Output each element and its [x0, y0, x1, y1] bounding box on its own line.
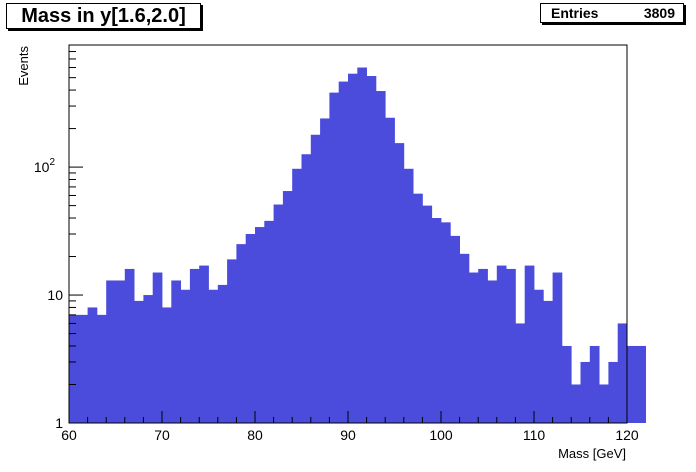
histogram-bar — [171, 280, 181, 423]
x-axis-title: Mass [GeV] — [558, 446, 626, 461]
histogram-bar — [227, 259, 237, 423]
histogram-bar — [496, 265, 507, 423]
stats-box: Entries 3809 — [540, 3, 684, 23]
histogram-bar — [580, 361, 591, 423]
histogram-bar — [69, 314, 79, 423]
x-tick-label: 120 — [615, 427, 639, 443]
x-tick-label: 110 — [523, 427, 546, 443]
histogram-bar — [96, 314, 107, 423]
axis-ticks — [68, 44, 628, 424]
histogram-bar — [124, 268, 135, 423]
histogram-bar — [106, 280, 116, 423]
histogram-bar — [115, 280, 126, 423]
chart-title: Mass in y[1.6,2.0] — [6, 3, 201, 29]
histogram-bar — [143, 295, 154, 423]
histogram-bar — [385, 117, 395, 423]
histogram-bar — [292, 168, 302, 423]
histogram-bar — [282, 191, 293, 423]
histogram-bar — [478, 268, 488, 423]
histogram-bar — [468, 272, 479, 423]
histogram-bar — [441, 222, 451, 423]
histogram-bar — [189, 268, 200, 423]
histogram-bar — [162, 307, 172, 423]
histogram-bar — [487, 280, 498, 423]
histogram-bar — [180, 289, 191, 423]
histogram-bar — [199, 265, 209, 423]
x-tick-label: 100 — [429, 427, 453, 443]
histogram-bar — [450, 235, 460, 423]
histogram-bar — [534, 289, 544, 423]
histogram-bar — [320, 118, 330, 423]
histogram-bar — [310, 134, 321, 423]
histogram-bar — [431, 218, 442, 423]
histogram-bar — [152, 272, 163, 423]
y-tick-label: 10 — [47, 287, 63, 303]
histogram-bar — [338, 81, 349, 423]
x-tick-label: 70 — [154, 427, 170, 443]
y-tick-label: 102 — [34, 157, 56, 175]
histogram-bar — [78, 314, 88, 423]
histogram-bar — [459, 253, 470, 423]
y-axis-title: Events — [16, 46, 31, 86]
histogram-bar — [348, 73, 358, 424]
histogram-bar — [245, 234, 256, 423]
histogram-bar — [627, 345, 637, 423]
stats-entries-value: 3809 — [643, 5, 675, 21]
histogram-bar — [543, 300, 553, 423]
histogram-bar — [375, 91, 386, 424]
histogram-bar — [589, 345, 600, 423]
histogram-bar — [366, 76, 377, 424]
histogram-bar — [608, 361, 619, 423]
histogram-bar — [599, 384, 609, 423]
histogram-bar — [255, 227, 265, 423]
stats-entries-label: Entries — [551, 5, 599, 21]
x-tick-label: 60 — [61, 427, 77, 443]
histogram-bar — [561, 345, 572, 423]
histogram-bar — [264, 220, 274, 423]
histogram-bar — [208, 289, 219, 423]
histogram-bar — [506, 268, 516, 423]
x-tick-label: 80 — [247, 427, 263, 443]
histogram-bar — [329, 92, 340, 423]
histogram-bar — [403, 168, 414, 423]
histogram-bar — [236, 244, 247, 423]
histogram-bar — [524, 265, 535, 423]
histogram-bar — [394, 143, 405, 423]
histogram-bar — [357, 67, 367, 423]
histogram-bar — [87, 307, 98, 423]
y-tick-label: 1 — [55, 415, 63, 431]
histogram-bar — [217, 284, 228, 423]
histogram-bar — [273, 204, 284, 423]
histogram-bar — [422, 205, 433, 423]
histogram-bar — [515, 323, 526, 423]
histogram-bar — [134, 300, 144, 423]
histogram-bar — [413, 193, 423, 423]
histogram-bar — [571, 384, 581, 423]
histogram-bars — [69, 67, 646, 424]
histogram-bar — [552, 272, 563, 423]
histogram-bar — [617, 323, 628, 423]
histogram-bar — [301, 154, 312, 423]
histogram-bar — [636, 345, 646, 423]
x-tick-label: 90 — [340, 427, 356, 443]
